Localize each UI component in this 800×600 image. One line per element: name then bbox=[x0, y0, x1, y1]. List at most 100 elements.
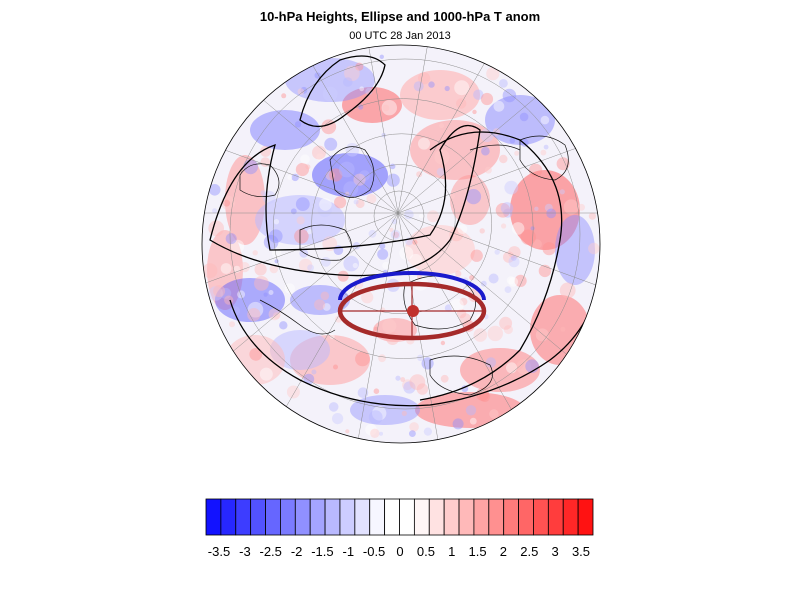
anomaly-speckle bbox=[488, 273, 499, 284]
anomaly-speckle bbox=[343, 77, 353, 87]
colorbar-box bbox=[384, 498, 400, 536]
anomaly-speckle bbox=[544, 203, 553, 212]
anomaly-speckle bbox=[499, 79, 508, 88]
anomaly-speckle bbox=[559, 189, 565, 195]
anomaly-speckle bbox=[316, 153, 324, 161]
anomaly-patch bbox=[450, 175, 490, 225]
meridian-line bbox=[397, 123, 600, 214]
anomaly-speckle bbox=[417, 354, 424, 361]
colorbar-box bbox=[443, 498, 460, 536]
colorbar-label: -3.5 bbox=[208, 544, 230, 559]
anomaly-speckle bbox=[212, 208, 218, 214]
meridian-line bbox=[352, 212, 399, 443]
anomaly-speckle bbox=[294, 121, 302, 128]
colorbar-box bbox=[354, 498, 371, 536]
anomaly-speckle bbox=[296, 216, 305, 225]
anomaly-speckle bbox=[374, 326, 378, 331]
anomaly-speckle bbox=[423, 427, 432, 436]
anomaly-speckle bbox=[413, 81, 424, 92]
anomaly-speckle bbox=[368, 410, 383, 425]
colorbar-label: -3 bbox=[239, 544, 251, 559]
anomaly-speckle bbox=[225, 233, 237, 245]
anomaly-speckle bbox=[381, 100, 397, 116]
anomaly-speckle bbox=[334, 196, 347, 209]
anomaly-speckle bbox=[542, 242, 556, 256]
anomaly-speckle bbox=[307, 264, 314, 272]
anomaly-speckle bbox=[449, 193, 456, 199]
anomaly-speckle bbox=[436, 167, 445, 176]
colorbar-box bbox=[473, 498, 490, 536]
anomaly-speckle bbox=[382, 104, 390, 112]
anomaly-speckle bbox=[530, 226, 535, 231]
anomaly-speckle bbox=[504, 180, 519, 195]
anomaly-speckle bbox=[208, 286, 223, 301]
anomaly-speckle bbox=[307, 229, 313, 235]
colorbar-labels: -3.5 -3 -2.5 -2 -1.5 -1 -0.5 0 0.5 1 1.5 2 2.5 3 3.5 bbox=[208, 544, 590, 559]
meridian-line bbox=[397, 212, 600, 303]
anomaly-speckle bbox=[502, 88, 517, 103]
anomaly-speckle bbox=[373, 388, 380, 395]
anomaly-speckle bbox=[268, 308, 281, 321]
anomaly-speckle bbox=[382, 261, 390, 270]
anomaly-speckle bbox=[333, 364, 338, 370]
anomaly-speckle bbox=[501, 223, 507, 229]
anomaly-speckle bbox=[353, 199, 359, 205]
colorbar-label: 3.5 bbox=[572, 544, 590, 559]
anomaly-speckle bbox=[377, 248, 389, 260]
anomaly-speckle bbox=[499, 316, 513, 330]
anomaly-speckle bbox=[509, 356, 525, 371]
anomaly-speckle bbox=[409, 374, 426, 391]
height-contour-vortex bbox=[209, 124, 481, 277]
colorbar-label: 0 bbox=[396, 544, 403, 559]
colorbar-label: -2 bbox=[291, 544, 303, 559]
anomaly-speckle bbox=[260, 190, 266, 196]
anomaly-speckle bbox=[220, 287, 232, 299]
anomaly-speckle bbox=[314, 72, 321, 79]
anomaly-speckle bbox=[391, 218, 398, 225]
meridian-line bbox=[202, 123, 399, 214]
anomaly-speckle bbox=[213, 285, 226, 298]
anomaly-speckle bbox=[409, 430, 416, 437]
anomaly-speckle bbox=[494, 249, 500, 255]
anomaly-speckle bbox=[440, 374, 449, 383]
anomaly-patch bbox=[215, 278, 285, 322]
colorbar-box bbox=[280, 498, 296, 536]
anomaly-speckle bbox=[329, 334, 335, 340]
anomaly-speckle bbox=[353, 173, 366, 186]
anomaly-patch bbox=[207, 230, 243, 310]
anomaly-speckle bbox=[404, 209, 414, 220]
anomaly-speckle bbox=[480, 92, 494, 106]
anomaly-speckle bbox=[578, 203, 585, 211]
anomaly-speckle bbox=[372, 406, 387, 421]
anomaly-speckle bbox=[495, 203, 511, 218]
anomaly-speckle bbox=[508, 277, 519, 287]
anomaly-speckle bbox=[588, 212, 597, 220]
anomaly-speckle bbox=[510, 255, 517, 261]
coastline-kamchatka bbox=[469, 144, 521, 151]
anomaly-speckle bbox=[317, 203, 332, 218]
anomaly-speckle bbox=[556, 157, 570, 171]
anomaly-speckle bbox=[457, 224, 468, 235]
anomaly-speckle bbox=[563, 199, 579, 215]
colorbar-box bbox=[518, 498, 534, 536]
colorbar-box bbox=[458, 498, 475, 536]
anomaly-speckle bbox=[249, 347, 263, 361]
anomaly-speckle bbox=[560, 326, 566, 332]
anomaly-speckle bbox=[382, 318, 397, 334]
colorbar-box bbox=[428, 498, 445, 536]
anomaly-speckle bbox=[479, 228, 485, 234]
temperature-anomaly-field bbox=[202, 54, 600, 438]
anomaly-speckle bbox=[319, 198, 332, 211]
anomaly-speckle bbox=[322, 86, 338, 102]
anomaly-speckle bbox=[386, 173, 400, 187]
anomaly-speckle bbox=[202, 263, 218, 279]
anomaly-speckle bbox=[419, 213, 424, 219]
colorbar-box bbox=[577, 498, 594, 536]
anomaly-speckle bbox=[514, 150, 520, 156]
anomaly-speckle bbox=[440, 340, 446, 346]
anomaly-speckle bbox=[409, 253, 423, 267]
anomaly-speckle bbox=[254, 276, 269, 291]
height-contour-outer-east bbox=[419, 131, 563, 401]
colorbar-box bbox=[235, 498, 252, 536]
anomaly-speckle bbox=[508, 256, 520, 268]
